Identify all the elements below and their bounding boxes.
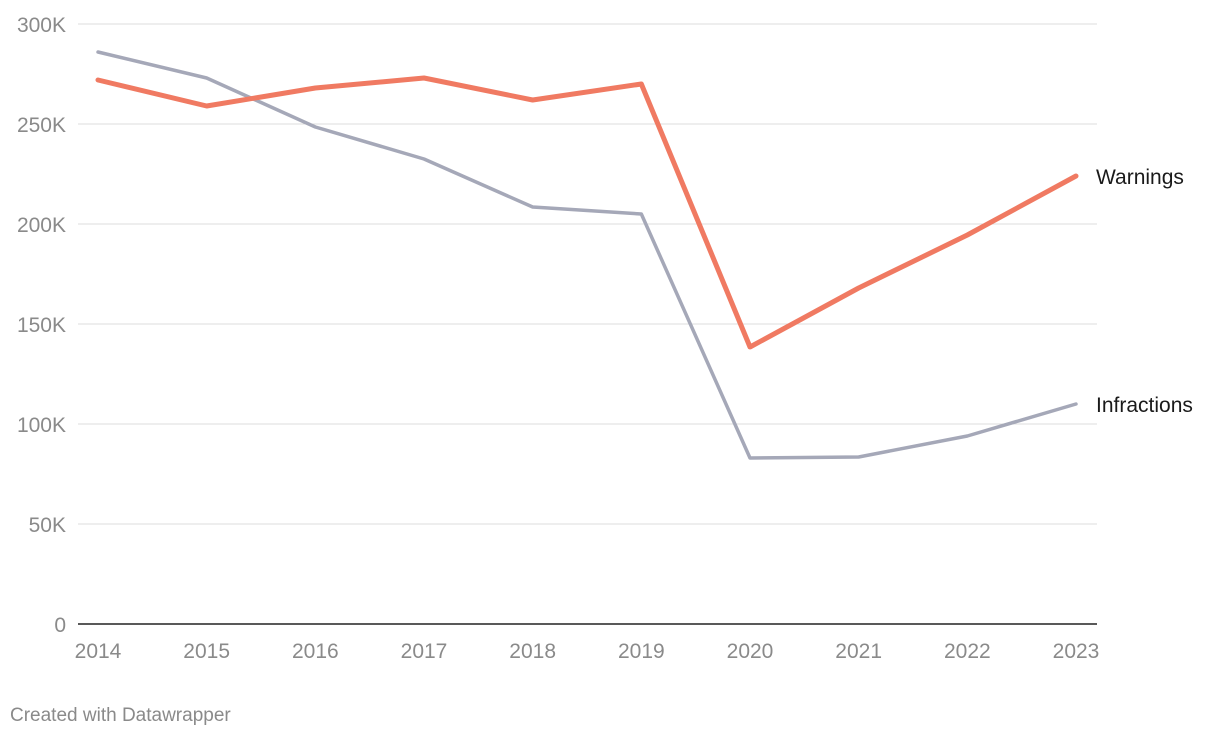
gridlines: [78, 23, 1097, 625]
series-lines: [95, 50, 1079, 460]
warnings-label: Warnings: [1096, 166, 1184, 189]
y-axis-ticks: 0 50K 100K 150K 200K 250K 300K: [17, 14, 66, 637]
x-tick-label: 2023: [1053, 640, 1100, 663]
x-tick-label: 2021: [835, 640, 882, 663]
y-tick-label: 100K: [17, 414, 66, 437]
x-tick-label: 2016: [292, 640, 339, 663]
y-tick-label: 0: [54, 614, 66, 637]
y-tick-label: 50K: [29, 514, 66, 537]
x-tick-label: 2015: [183, 640, 230, 663]
x-tick-label: 2020: [727, 640, 774, 663]
x-tick-label: 2017: [401, 640, 448, 663]
infractions-line: [96, 50, 1078, 460]
y-tick-label: 250K: [17, 114, 66, 137]
series-labels: Warnings Infractions: [1096, 166, 1193, 417]
x-axis-ticks: 2014 2015 2016 2017 2018 2019 2020 2021 2022 2023: [75, 640, 1100, 663]
infractions-label: Infractions: [1096, 394, 1193, 417]
y-tick-label: 200K: [17, 214, 66, 237]
x-tick-label: 2019: [618, 640, 665, 663]
y-tick-label: 150K: [17, 314, 66, 337]
y-tick-label: 300K: [17, 14, 66, 37]
x-tick-label: 2018: [509, 640, 556, 663]
datawrapper-credit: Created with Datawrapper: [10, 705, 231, 726]
x-tick-label: 2022: [944, 640, 991, 663]
x-tick-label: 2014: [75, 640, 122, 663]
warnings-line: [95, 75, 1079, 350]
